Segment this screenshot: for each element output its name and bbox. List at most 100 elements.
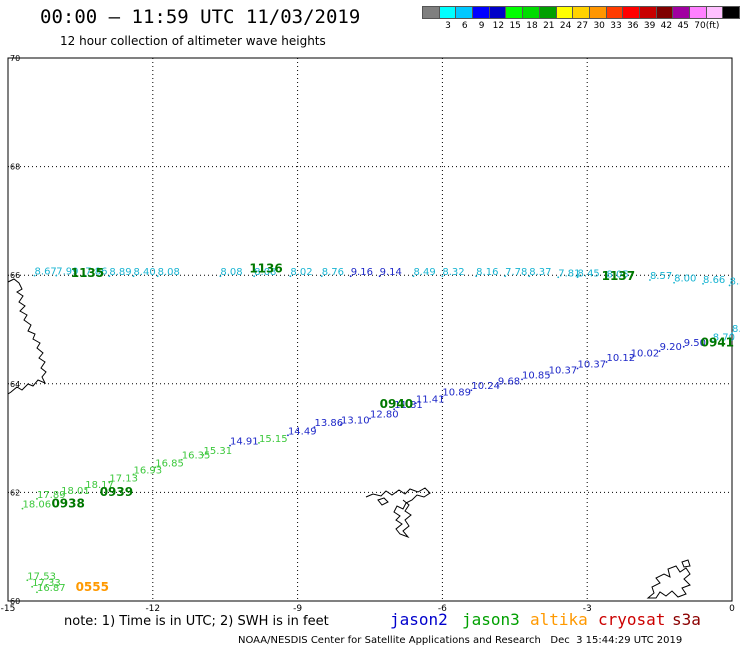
track-point [84,488,87,490]
track-point [154,466,157,469]
shetland-islands [646,565,691,599]
track-point [521,378,523,381]
swh-label: 8.08 [254,267,276,278]
track-point [497,384,499,387]
swh-label: 8.28 [732,324,740,335]
pass-time-label: 0555 [76,580,109,594]
swh-label: 10.37 [578,360,607,371]
x-tick-label: -3 [583,604,592,614]
swh-label: 7.99 [56,267,78,278]
axis-ticks: -15 -12 -9 -6 -3 0 70 68 66 64 62 60 [1,54,735,614]
swh-label: 12.80 [370,409,399,420]
swh-label: 7.81 [558,268,580,279]
track-point [349,275,352,278]
x-tick-label: -6 [438,604,447,614]
track-point [60,494,62,496]
swh-label: 9.50 [684,338,706,349]
pass-time-label: 1136 [249,261,282,275]
swh-label: 11.81 [394,400,423,411]
swh-label: 10.85 [522,370,551,381]
swh-label: 8.67 [35,267,57,278]
colorbar-label: 15 [509,21,521,31]
coastlines [7,278,691,599]
swh-label: 8.02 [290,267,312,278]
track-point [180,458,183,461]
swh-label: 14.49 [288,426,317,437]
track-point [504,275,507,278]
track-point [84,274,87,277]
swh-label: 9.16 [351,267,373,278]
swh-label: 7.86 [85,267,107,278]
map-grid [8,58,732,601]
track-point [576,367,579,370]
y-tick-label: 66 [10,271,20,280]
track-point [340,423,342,426]
track-point [132,473,135,476]
colorbar-label: 70 [694,21,706,31]
map-title: 00:00 – 11:59 UTC 11/03/2019 [40,6,361,28]
track-point [202,453,205,456]
track-point [576,276,579,279]
swh-labels: 8.67 7.99 7.86 8.89 8.40 8.08 8.08 8.08 8.02 8.76… [22,267,740,595]
x-tick-label: -12 [145,604,160,614]
swh-label: 13.10 [341,415,370,426]
x-tick-label: -15 [1,604,16,614]
track-point [108,275,111,278]
colorbar-unit: (ft) [705,21,720,31]
track-point [31,585,34,588]
swh-label: 8.57 [650,271,672,282]
swh-label: 8.08 [220,267,242,278]
track-dots [21,274,733,594]
colorbar-labels: 3 6 9 12 15 18 21 24 27 30 33 36 39 42 45 70 (ft) [422,21,740,33]
swh-label: 8.50 [730,276,740,287]
track-point [219,275,222,278]
track-point [320,275,323,278]
track-point [26,579,29,582]
swh-label: 9.20 [660,342,682,353]
x-tick-label: 0 [729,604,735,614]
track-point [605,277,608,280]
track-point [557,276,560,279]
pass-time-label: 0938 [51,497,84,511]
pass-time-label: 0941 [701,335,734,349]
swh-label: 18.06 [22,500,51,511]
swh-label: 8.49 [413,267,435,278]
swh-label: 8.08 [158,267,180,278]
map-frame [7,57,733,602]
track-point [441,275,444,278]
colorbar-label: 42 [660,21,673,31]
track-point [475,275,478,278]
track-point [673,281,675,284]
track-point [287,434,289,437]
track-point [649,279,651,281]
track-point [629,356,632,359]
colorbar-label: 12 [492,21,505,31]
iceland-coastline [7,278,47,395]
swh-label: 8.16 [476,267,498,278]
track-point [313,426,316,429]
swh-label: 10.02 [631,349,660,360]
swh-label: 18.01 [61,486,90,497]
pass-time-label: 0940 [380,397,413,411]
colorbar-label: 36 [627,21,639,31]
faroe-islet [377,497,389,506]
track-point [528,275,531,278]
legend-jason3: jason3 [462,610,520,629]
shetland-islet [681,559,691,568]
track-point [369,417,371,420]
colorbar-label: 6 [461,21,468,31]
swh-label: 11.41 [416,394,445,405]
colorbar-label: 3 [445,21,451,31]
swh-label: 17.33 [32,578,61,589]
swh-label: 10.12 [607,353,636,364]
swh-label: 16.85 [155,458,184,469]
legend-s3a: s3a [672,610,701,629]
track-point [36,497,38,500]
swh-label: 10.37 [549,365,578,376]
swh-label: 16.35 [182,451,211,462]
legend-cryosat: cryosat [598,610,666,629]
colorbar-label: 27 [576,21,589,31]
y-tick-label: 70 [10,54,20,63]
track-point [470,389,473,392]
